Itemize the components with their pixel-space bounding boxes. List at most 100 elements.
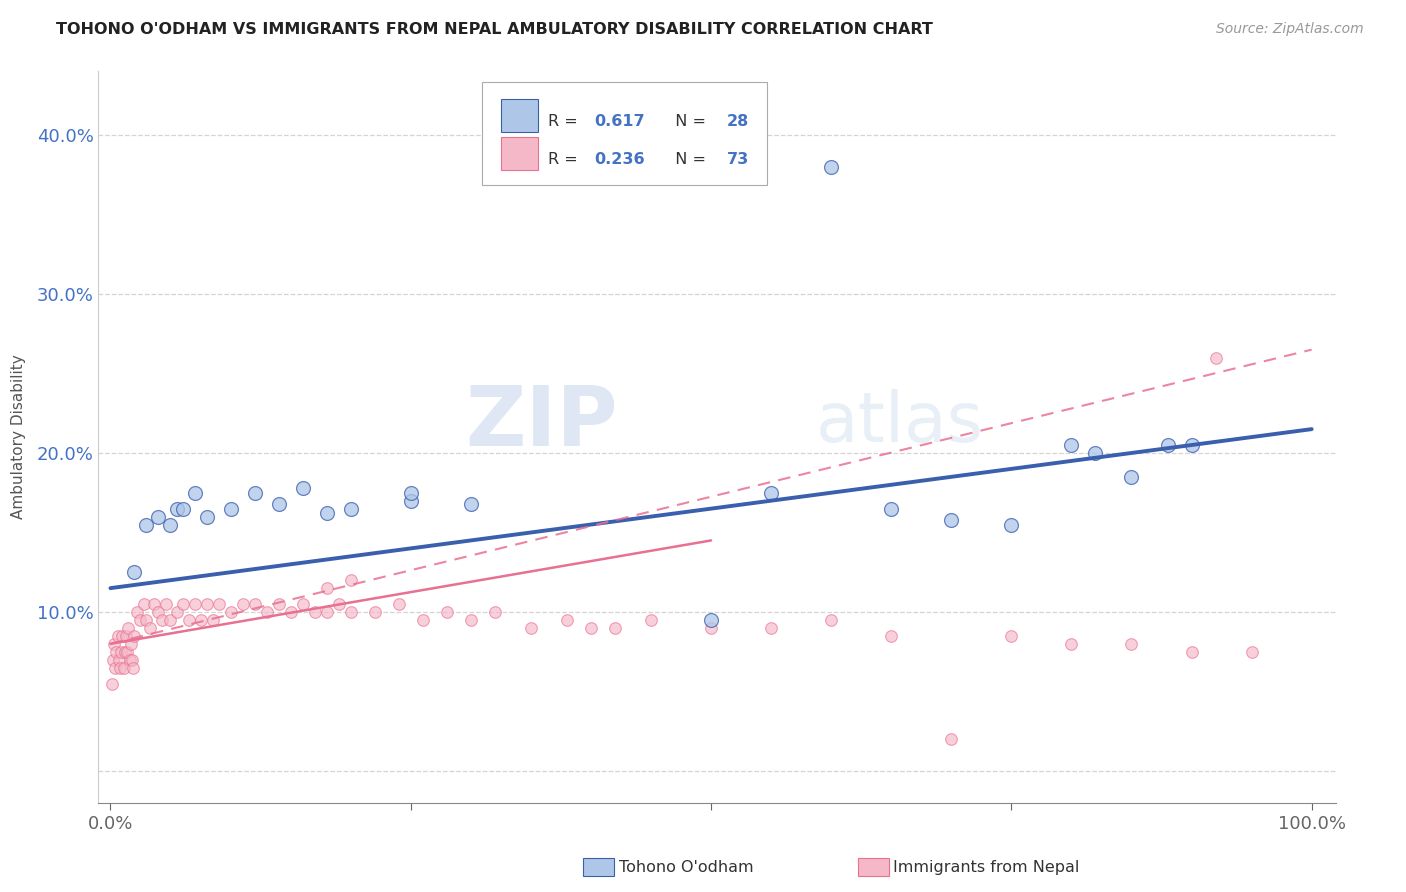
Point bbox=[139, 621, 162, 635]
Point bbox=[107, 629, 129, 643]
Text: ZIP: ZIP bbox=[465, 382, 619, 463]
Point bbox=[108, 660, 131, 674]
Point bbox=[108, 653, 131, 667]
Point bbox=[111, 629, 134, 643]
Point bbox=[110, 645, 132, 659]
Point bbox=[304, 605, 326, 619]
Point bbox=[399, 485, 422, 500]
Point bbox=[232, 597, 254, 611]
Point bbox=[159, 613, 181, 627]
Point bbox=[941, 732, 963, 747]
Point bbox=[118, 653, 141, 667]
Point bbox=[124, 629, 146, 643]
Point bbox=[339, 501, 361, 516]
Point bbox=[700, 613, 723, 627]
Text: Tohono O'odham: Tohono O'odham bbox=[619, 860, 754, 874]
Point bbox=[640, 613, 662, 627]
Point bbox=[880, 629, 903, 643]
Point bbox=[555, 613, 578, 627]
Point bbox=[166, 501, 188, 516]
Point bbox=[135, 517, 157, 532]
Point bbox=[267, 497, 290, 511]
Text: atlas: atlas bbox=[815, 389, 984, 456]
Point bbox=[117, 621, 139, 635]
Point bbox=[243, 597, 266, 611]
Point bbox=[700, 621, 723, 635]
Point bbox=[291, 597, 314, 611]
Point bbox=[291, 481, 314, 495]
Text: N =: N = bbox=[665, 113, 711, 128]
Text: TOHONO O'ODHAM VS IMMIGRANTS FROM NEPAL AMBULATORY DISABILITY CORRELATION CHART: TOHONO O'ODHAM VS IMMIGRANTS FROM NEPAL … bbox=[56, 22, 934, 37]
Point bbox=[172, 501, 194, 516]
Text: 0.236: 0.236 bbox=[595, 152, 645, 167]
Point bbox=[1121, 470, 1143, 484]
Point bbox=[155, 597, 177, 611]
Point bbox=[121, 653, 143, 667]
Point bbox=[243, 485, 266, 500]
Point bbox=[120, 637, 142, 651]
Point bbox=[880, 501, 903, 516]
Point bbox=[759, 621, 782, 635]
Point bbox=[460, 613, 482, 627]
Point bbox=[280, 605, 302, 619]
Point bbox=[759, 485, 782, 500]
Point bbox=[412, 613, 434, 627]
Point bbox=[1180, 438, 1202, 452]
Point bbox=[603, 621, 626, 635]
Point bbox=[315, 605, 337, 619]
Text: R =: R = bbox=[547, 152, 582, 167]
Text: 0.617: 0.617 bbox=[595, 113, 645, 128]
Point bbox=[1060, 637, 1083, 651]
Point bbox=[135, 613, 157, 627]
Point bbox=[1205, 351, 1227, 365]
Point bbox=[460, 497, 482, 511]
Point bbox=[129, 613, 152, 627]
Point bbox=[183, 597, 205, 611]
Point bbox=[117, 645, 139, 659]
Point bbox=[328, 597, 350, 611]
Point bbox=[1240, 645, 1263, 659]
Point bbox=[148, 605, 170, 619]
Point bbox=[195, 509, 218, 524]
Point bbox=[941, 513, 963, 527]
Point bbox=[315, 581, 337, 595]
Point bbox=[579, 621, 602, 635]
Point bbox=[112, 660, 135, 674]
Point bbox=[219, 501, 242, 516]
Point bbox=[820, 160, 842, 174]
Point bbox=[219, 605, 242, 619]
Point bbox=[190, 613, 212, 627]
Point bbox=[124, 566, 146, 580]
Point bbox=[1180, 645, 1202, 659]
Text: 28: 28 bbox=[727, 113, 749, 128]
Point bbox=[339, 573, 361, 587]
Point bbox=[207, 597, 229, 611]
Text: 73: 73 bbox=[727, 152, 749, 167]
Point bbox=[195, 597, 218, 611]
Point bbox=[364, 605, 387, 619]
Point bbox=[177, 613, 200, 627]
Point bbox=[172, 597, 194, 611]
Point bbox=[267, 597, 290, 611]
Point bbox=[256, 605, 278, 619]
Point bbox=[1156, 438, 1178, 452]
Point bbox=[183, 485, 205, 500]
Point bbox=[114, 645, 136, 659]
Point bbox=[436, 605, 458, 619]
Point bbox=[101, 653, 124, 667]
Point bbox=[103, 637, 125, 651]
Point bbox=[484, 605, 506, 619]
Point bbox=[166, 605, 188, 619]
Point bbox=[201, 613, 224, 627]
Point bbox=[105, 645, 128, 659]
Point bbox=[1060, 438, 1083, 452]
Point bbox=[122, 660, 145, 674]
Point bbox=[1000, 629, 1022, 643]
Point bbox=[1121, 637, 1143, 651]
Point bbox=[104, 660, 127, 674]
Text: R =: R = bbox=[547, 113, 582, 128]
Point bbox=[520, 621, 543, 635]
Point bbox=[100, 676, 122, 690]
Point bbox=[1000, 517, 1022, 532]
FancyBboxPatch shape bbox=[482, 82, 766, 185]
